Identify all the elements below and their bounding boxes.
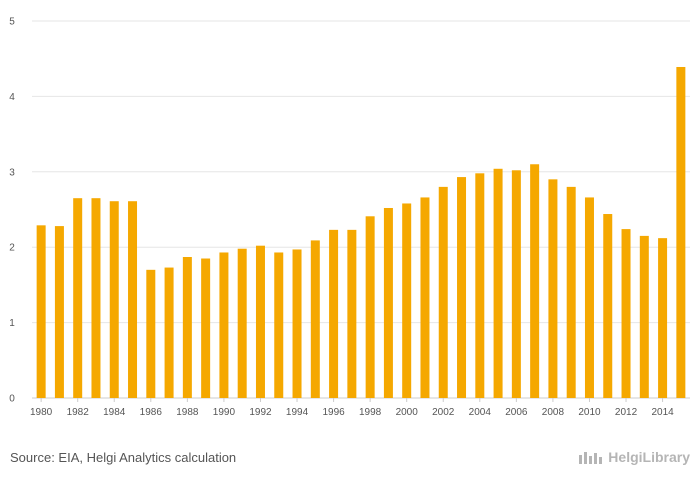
bar-2007 — [530, 164, 540, 398]
y-tick-label: 5 — [9, 17, 15, 28]
y-tick-label: 2 — [9, 243, 15, 254]
bar-2010 — [584, 197, 594, 398]
x-tick-label: 1994 — [286, 407, 309, 418]
bar-2013 — [639, 235, 649, 398]
bar-2002 — [438, 186, 448, 398]
bar-2014 — [658, 238, 668, 398]
bar-1982 — [73, 198, 83, 398]
x-axis-labels: 1980 1982 1984 1986 1988 1990 1992 1994 1996 1998… — [30, 398, 674, 418]
bar-2008 — [548, 179, 558, 398]
bar-1989 — [201, 258, 211, 398]
bar-1995 — [310, 240, 320, 398]
x-tick-label: 1992 — [249, 407, 272, 418]
x-tick-label: 1998 — [359, 407, 382, 418]
x-tick-label: 1996 — [322, 407, 345, 418]
bar-1980 — [36, 225, 46, 398]
bar-1999 — [383, 207, 393, 398]
bar-1981 — [54, 226, 64, 398]
y-tick-label: 0 — [9, 394, 15, 405]
source-note: Source: EIA, Helgi Analytics calculation — [10, 450, 237, 465]
x-tick-label: 2010 — [578, 407, 601, 418]
bar-2000 — [402, 203, 412, 398]
x-tick-label: 2006 — [505, 407, 528, 418]
x-tick-label: 2012 — [615, 407, 638, 418]
bar-1984 — [109, 201, 119, 398]
x-tick-label: 1982 — [67, 407, 90, 418]
bar-1987 — [164, 267, 174, 398]
bar-1988 — [182, 257, 192, 398]
bar-2009 — [566, 186, 576, 398]
bar-2006 — [511, 170, 521, 398]
x-tick-label: 1988 — [176, 407, 199, 418]
bar-2012 — [621, 229, 631, 398]
gridlines — [32, 20, 690, 399]
bar-1998 — [365, 216, 375, 398]
x-tick-label: 1986 — [140, 407, 163, 418]
helgi-logo-icon — [579, 452, 603, 464]
bar-2015 — [676, 66, 686, 399]
y-axis-labels: 0 1 2 3 4 5 — [9, 17, 15, 405]
bar-1986 — [146, 269, 156, 398]
bar-2003 — [457, 177, 467, 398]
y-tick-label: 3 — [9, 167, 15, 178]
x-tick-label: 2004 — [469, 407, 492, 418]
bar-1996 — [329, 229, 339, 398]
brand-logo: HelgiLibrary — [578, 449, 690, 465]
x-tick-label: 2002 — [432, 407, 455, 418]
bar-1994 — [292, 249, 302, 398]
bars — [36, 66, 686, 399]
x-tick-label: 1984 — [103, 407, 126, 418]
x-tick-label: 2000 — [396, 407, 419, 418]
x-tick-label: 2008 — [542, 407, 565, 418]
bar-1990 — [219, 252, 229, 398]
bar-1991 — [237, 248, 247, 398]
bar-1983 — [91, 198, 101, 398]
y-tick-label: 4 — [9, 92, 15, 103]
bar-2004 — [475, 173, 485, 398]
y-tick-label: 1 — [9, 318, 15, 329]
bar-1993 — [274, 252, 284, 398]
bar-1997 — [347, 229, 357, 398]
bar-2005 — [493, 168, 503, 398]
bar-2001 — [420, 197, 430, 398]
brand-name: HelgiLibrary — [608, 449, 690, 465]
bar-1992 — [255, 245, 265, 398]
bar-2011 — [603, 214, 613, 398]
x-tick-label: 1990 — [213, 407, 236, 418]
bar-1985 — [128, 201, 138, 398]
x-tick-label: 2014 — [651, 407, 674, 418]
x-tick-label: 1980 — [30, 407, 53, 418]
